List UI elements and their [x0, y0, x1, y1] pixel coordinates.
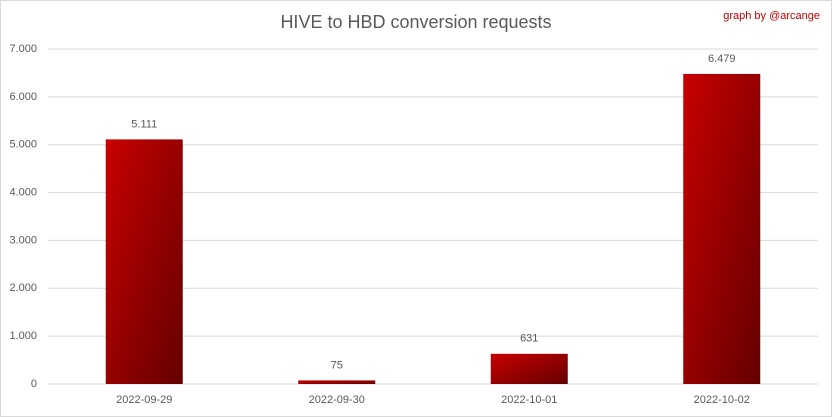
data-label: 6.479: [708, 53, 736, 65]
y-tick-label: 7.000: [9, 43, 37, 55]
data-label: 75: [331, 359, 343, 371]
chart-title: HIVE to HBD conversion requests: [280, 12, 551, 32]
x-tick-label: 2022-10-02: [694, 394, 750, 406]
y-tick-label: 1.000: [9, 330, 37, 342]
y-tick-label: 6.000: [9, 91, 37, 103]
bar: [683, 73, 761, 385]
x-tick-label: 2022-09-30: [309, 394, 365, 406]
y-tick-label: 2.000: [9, 282, 37, 294]
x-tick-label: 2022-09-29: [116, 394, 172, 406]
y-tick-label: 4.000: [9, 186, 37, 198]
y-tick-label: 0: [31, 378, 37, 390]
x-tick-label: 2022-10-01: [501, 394, 557, 406]
data-label: 5.111: [131, 118, 157, 130]
annotation: graph by @arcange: [723, 10, 820, 22]
data-label: 631: [520, 333, 538, 345]
bar: [105, 139, 183, 384]
y-tick-label: 3.000: [9, 234, 37, 246]
bar: [298, 380, 376, 384]
bar: [490, 353, 568, 384]
y-tick-label: 5.000: [9, 139, 37, 151]
